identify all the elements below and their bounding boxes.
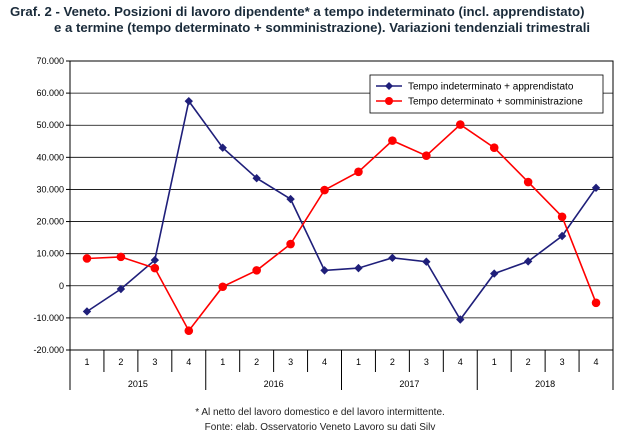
- line-chart: -20.000 -10.000 0 10.000 20.000 30.000 40.000 5…: [33, 56, 614, 390]
- x-tick-label: 1: [84, 357, 89, 367]
- data-point: [252, 174, 261, 183]
- x-group-label: 2016: [264, 379, 284, 389]
- data-point: [489, 143, 499, 152]
- data-point: [557, 212, 567, 222]
- x-tick-label: 4: [458, 357, 463, 367]
- data-point: [591, 183, 601, 193]
- y-tick-label: 50.000: [36, 120, 64, 130]
- y-tick-label: 40.000: [36, 152, 64, 162]
- data-point: [252, 266, 261, 275]
- data-point: [591, 298, 601, 308]
- data-point: [218, 282, 228, 292]
- series-layer: [82, 96, 601, 336]
- legend: Tempo indeterminato + apprendistato Tempo…: [369, 74, 604, 114]
- y-tick-label: 70.000: [36, 56, 64, 66]
- x-group-label: 2018: [535, 379, 555, 389]
- legend-box: [369, 74, 604, 114]
- data-point: [523, 257, 533, 266]
- x-tick-label: 2: [390, 357, 395, 367]
- x-tick-label: 4: [322, 357, 327, 367]
- footnote: * Al netto del lavoro domestico e del la…: [195, 407, 445, 418]
- data-point: [286, 194, 295, 204]
- x-tick-label: 4: [186, 357, 191, 367]
- legend-swatch-marker: [385, 97, 393, 105]
- data-point: [354, 263, 363, 273]
- data-point: [523, 177, 533, 187]
- data-point: [422, 151, 431, 161]
- data-point: [557, 231, 567, 241]
- y-tick-label: 10.000: [36, 249, 64, 259]
- data-point: [455, 120, 465, 129]
- data-point: [320, 185, 329, 195]
- legend-swatch-marker: [385, 82, 393, 90]
- series-line: [86, 123, 597, 333]
- y-tick-label: 0: [59, 281, 64, 291]
- x-tick-label: 2: [526, 357, 531, 367]
- data-point: [422, 257, 431, 266]
- y-tick-label: -20.000: [33, 345, 64, 355]
- data-point: [490, 269, 499, 278]
- data-point: [150, 263, 160, 273]
- data-point: [150, 255, 160, 265]
- x-group-label: 2017: [399, 379, 419, 389]
- x-tick-label: 1: [220, 357, 225, 367]
- axes: -20.000 -10.000 0 10.000 20.000 30.000 40.000 5…: [33, 56, 614, 390]
- chart-title-line-1: Graf. 2 - Veneto. Posizioni di lavoro di…: [10, 4, 585, 19]
- chart-title: Graf. 2 - Veneto. Posizioni di lavoro di…: [10, 4, 634, 36]
- y-tick-label: -10.000: [33, 313, 64, 323]
- x-tick-label: 3: [152, 357, 157, 367]
- x-tick-label: 2: [254, 357, 259, 367]
- x-tick-label: 1: [356, 357, 361, 367]
- x-tick-label: 1: [492, 357, 497, 367]
- data-point: [116, 284, 126, 294]
- data-point: [354, 167, 363, 177]
- data-point: [286, 239, 295, 249]
- data-point: [320, 266, 329, 275]
- chart-title-line-2: e a termine (tempo determinato + sommini…: [53, 20, 591, 35]
- y-tick-label: 30.000: [36, 184, 64, 194]
- data-point: [218, 143, 227, 152]
- legend-label: Tempo indeterminato + apprendistato: [408, 82, 574, 93]
- series-2: [82, 120, 601, 336]
- x-tick-label: 4: [594, 357, 599, 367]
- data-point: [184, 96, 193, 106]
- series-line: [86, 99, 597, 321]
- x-tick-label: 3: [424, 357, 429, 367]
- series-1: [82, 96, 601, 324]
- x-tick-label: 3: [288, 357, 293, 367]
- y-tick-label: 60.000: [36, 88, 64, 98]
- data-point: [82, 307, 92, 316]
- data-point: [388, 136, 397, 145]
- data-point: [388, 253, 397, 263]
- data-point: [184, 326, 194, 336]
- source-note: Fonte: elab. Osservatorio Veneto Lavoro …: [204, 422, 436, 433]
- legend-label: Tempo determinato + somministrazione: [408, 97, 583, 108]
- data-point: [456, 315, 465, 324]
- x-tick-label: 2: [118, 357, 123, 367]
- data-point: [116, 252, 126, 262]
- x-group-label: 2015: [128, 379, 148, 389]
- chart-notes: * Al netto del lavoro domestico e del la…: [0, 405, 640, 435]
- data-point: [82, 254, 92, 263]
- x-tick-label: 3: [560, 357, 565, 367]
- y-tick-label: 20.000: [36, 217, 64, 227]
